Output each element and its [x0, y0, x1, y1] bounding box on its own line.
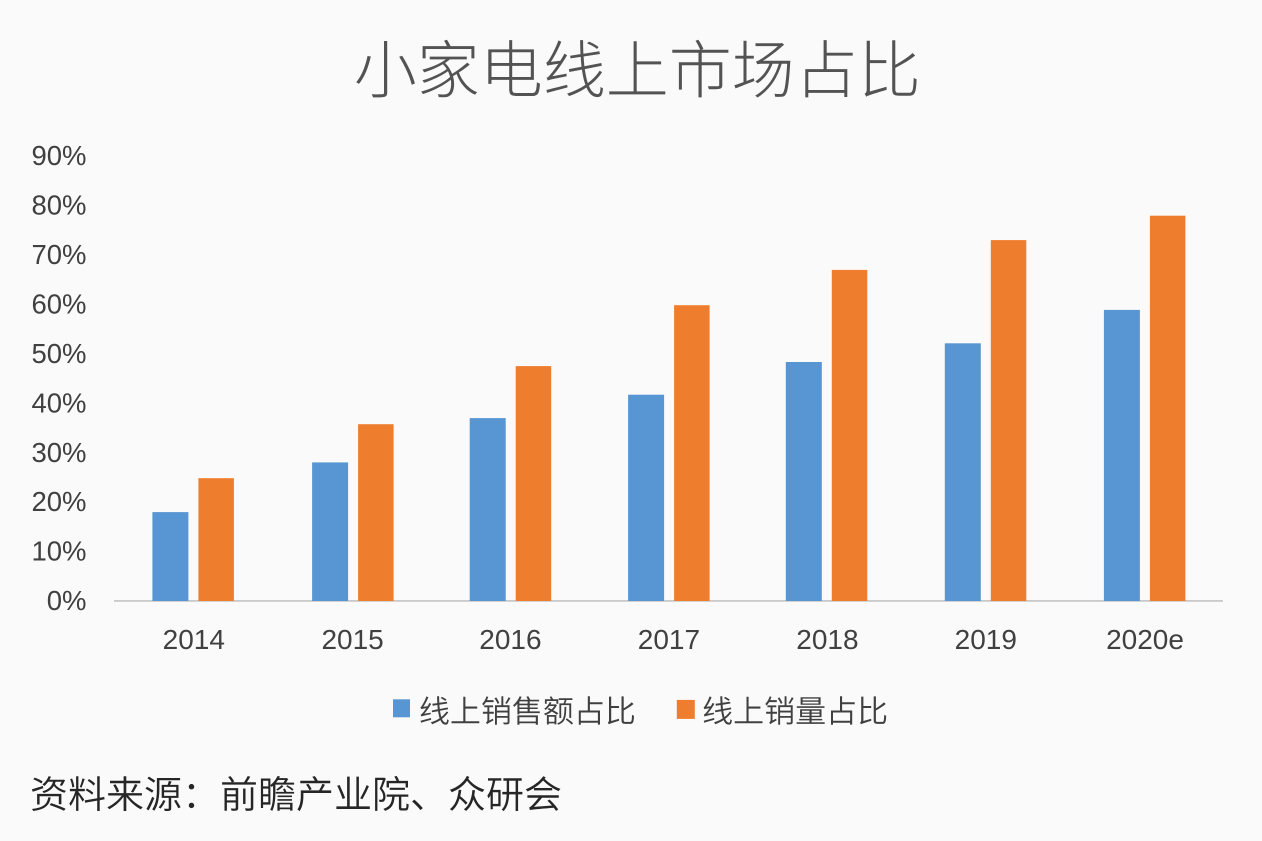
svg-text:2018: 2018 [796, 624, 858, 655]
svg-text:0%: 0% [47, 585, 87, 616]
svg-text:50%: 50% [31, 338, 86, 369]
svg-text:2016: 2016 [479, 624, 541, 655]
svg-text:2017: 2017 [638, 624, 700, 655]
svg-text:20%: 20% [31, 486, 86, 517]
svg-text:70%: 70% [31, 239, 86, 270]
svg-text:60%: 60% [31, 288, 86, 319]
svg-text:90%: 90% [31, 140, 86, 171]
svg-text:30%: 30% [31, 437, 86, 468]
svg-text:2015: 2015 [321, 624, 383, 655]
svg-text:40%: 40% [31, 387, 86, 418]
svg-text:80%: 80% [31, 190, 86, 221]
svg-text:10%: 10% [31, 536, 86, 567]
svg-text:2019: 2019 [955, 624, 1017, 655]
svg-text:2020e: 2020e [1106, 624, 1184, 655]
svg-text:2014: 2014 [163, 624, 225, 655]
